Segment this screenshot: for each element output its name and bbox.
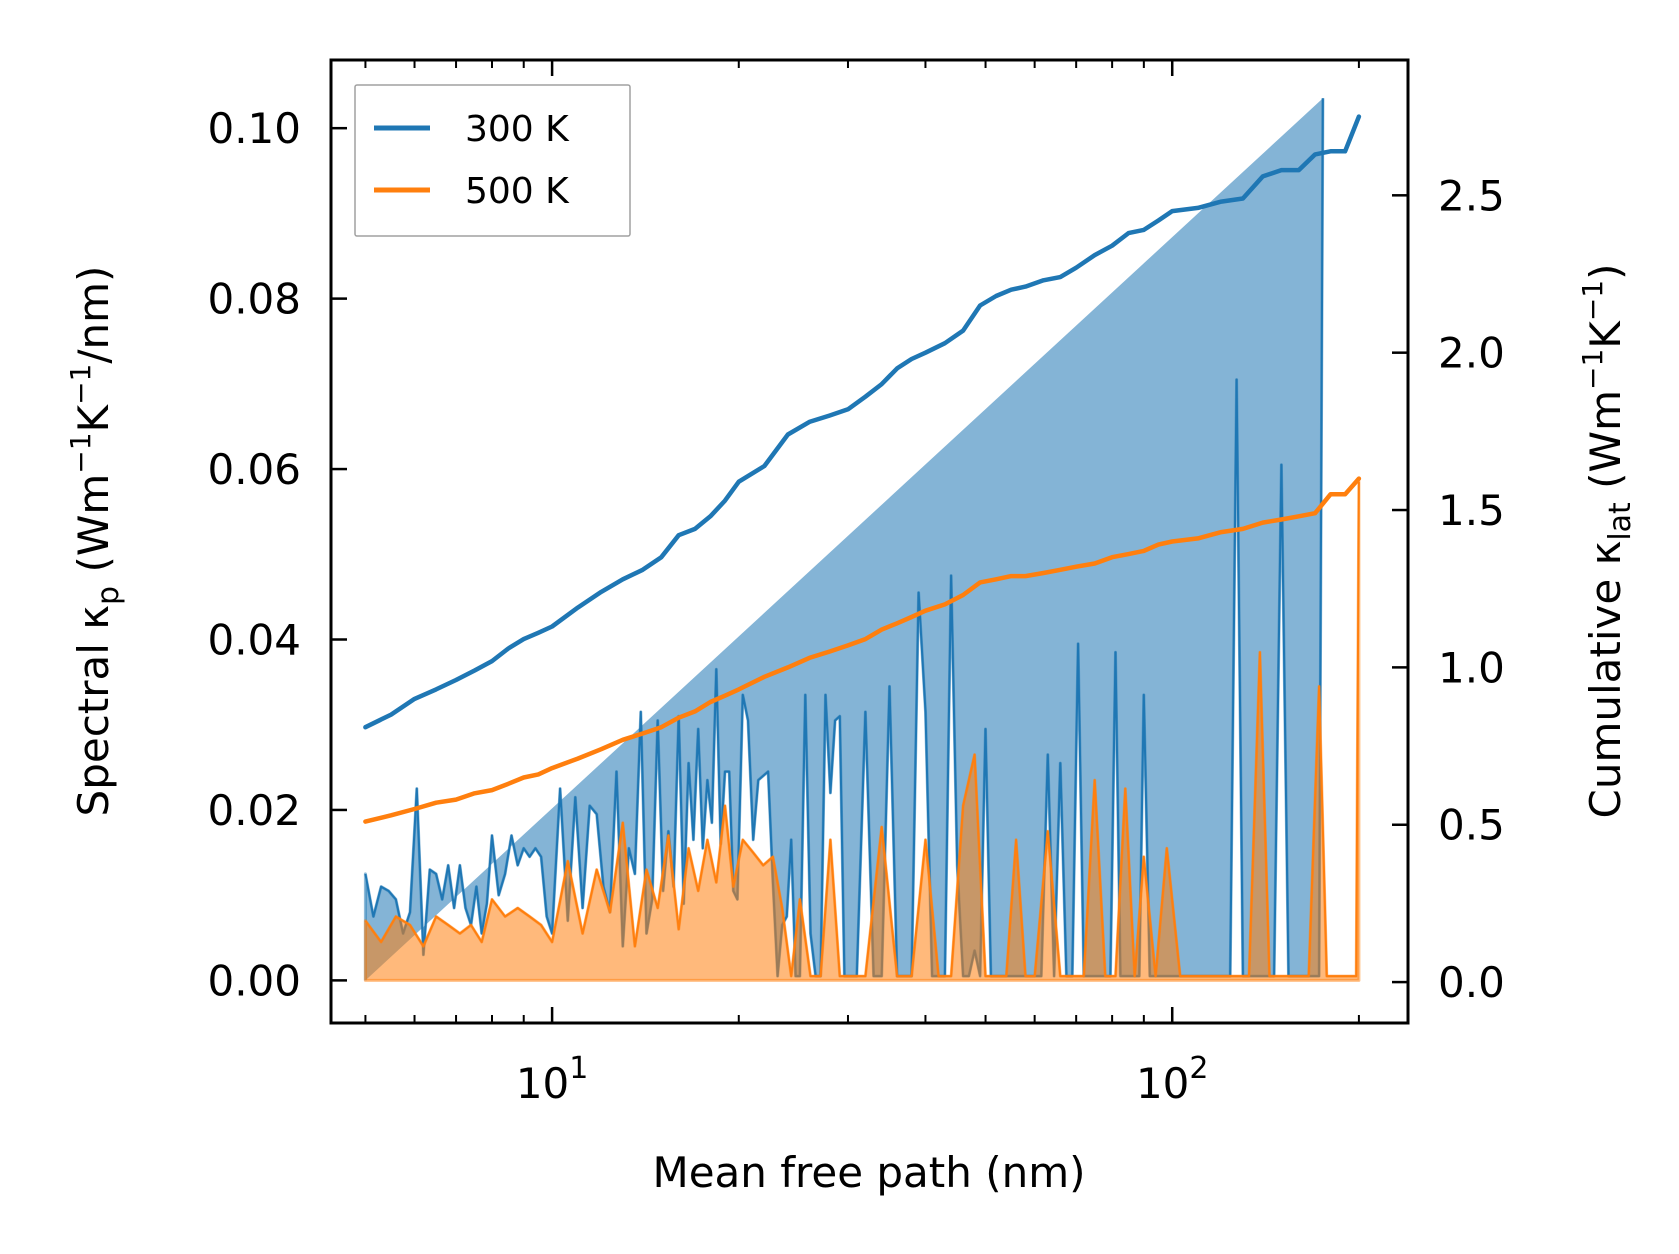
ticks-layer: 101 102 0.00 0.02 0.04 0.06 0.08 0.10 0.0 0.5 1.0 1… bbox=[207, 60, 1505, 1108]
right-y-tick-label: 1.5 bbox=[1438, 486, 1505, 535]
left-y-tick-label: 0.02 bbox=[207, 786, 301, 835]
x-axis-label: Mean free path (nm) bbox=[652, 1148, 1085, 1197]
right-y-tick-label: 2.5 bbox=[1438, 171, 1505, 220]
left-y-axis-label: Spectral κp (Wm−1K−1/nm) bbox=[64, 266, 126, 817]
right-y-tick-label: 0.0 bbox=[1438, 958, 1505, 1007]
right-y-tick-label: 1.0 bbox=[1438, 643, 1505, 692]
legend: 300 K 500 K bbox=[354, 84, 631, 237]
plot-area bbox=[363, 98, 1362, 982]
left-y-tick-label: 0.00 bbox=[207, 956, 301, 1005]
spectral-line-500-k bbox=[364, 481, 1360, 978]
x-tick-label: 101 bbox=[516, 1051, 589, 1108]
right-y-tick-label: 2.0 bbox=[1438, 329, 1505, 378]
spectral-series-layer bbox=[363, 98, 1361, 982]
legend-label-500k: 500 K bbox=[465, 171, 570, 212]
cumulative-line-500-k bbox=[363, 476, 1362, 824]
cumulative-series-layer bbox=[363, 114, 1362, 824]
left-y-tick-label: 0.06 bbox=[207, 445, 301, 494]
left-y-tick-label: 0.08 bbox=[207, 275, 301, 324]
left-y-tick-label: 0.04 bbox=[207, 616, 301, 665]
right-y-axis-label: Cumulative κlat (Wm−1K−1) bbox=[1576, 264, 1638, 819]
left-y-tick-label: 0.10 bbox=[207, 104, 301, 153]
legend-box bbox=[354, 84, 631, 237]
right-y-tick-label: 0.5 bbox=[1438, 801, 1505, 850]
legend-label-300k: 300 K bbox=[465, 109, 570, 150]
plot-frame bbox=[329, 58, 1410, 1025]
cumulative-line-300-k bbox=[363, 114, 1362, 730]
x-tick-label: 102 bbox=[1136, 1051, 1209, 1108]
